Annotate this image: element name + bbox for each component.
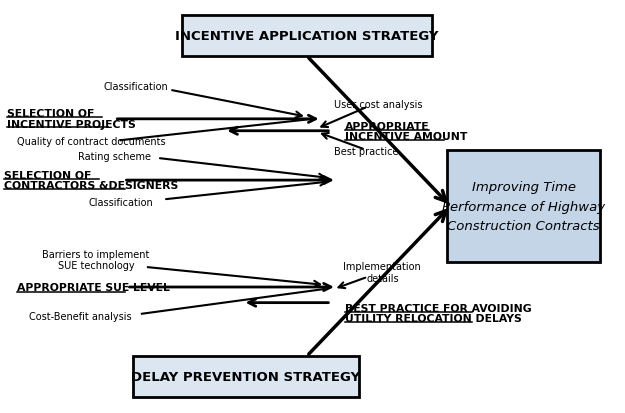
Text: BEST PRACTICE FOR AVOIDING: BEST PRACTICE FOR AVOIDING: [345, 303, 531, 313]
Text: Rating scheme: Rating scheme: [78, 152, 151, 161]
Text: DELAY PREVENTION STRATEGY: DELAY PREVENTION STRATEGY: [131, 370, 360, 383]
FancyBboxPatch shape: [132, 356, 359, 397]
FancyBboxPatch shape: [448, 151, 600, 262]
Text: Improving Time
Performance of Highway
Construction Contracts: Improving Time Performance of Highway Co…: [442, 181, 605, 232]
Text: Best practice: Best practice: [334, 147, 399, 157]
Text: Quality of contract documents: Quality of contract documents: [17, 137, 165, 147]
Text: Cost-Benefit analysis: Cost-Benefit analysis: [29, 311, 132, 321]
Text: INCENTIVE AMOUNT: INCENTIVE AMOUNT: [345, 132, 467, 142]
Text: INCENTIVE PROJECTS: INCENTIVE PROJECTS: [8, 119, 136, 129]
Text: SELECTION OF: SELECTION OF: [4, 171, 92, 181]
Text: APPROPRIATE: APPROPRIATE: [345, 121, 429, 131]
FancyBboxPatch shape: [182, 16, 432, 57]
Text: Barriers to implement
SUE technology: Barriers to implement SUE technology: [42, 249, 150, 271]
Text: Classification: Classification: [103, 81, 168, 91]
Text: Implementation
details: Implementation details: [344, 261, 421, 283]
Text: UTILITY RELOCATION DELAYS: UTILITY RELOCATION DELAYS: [345, 313, 521, 323]
Text: Classification: Classification: [88, 197, 153, 207]
Text: CONTRACTORS &DESIGNERS: CONTRACTORS &DESIGNERS: [4, 181, 179, 191]
Text: User cost analysis: User cost analysis: [334, 100, 423, 110]
Text: SELECTION OF: SELECTION OF: [8, 109, 95, 119]
Text: APPROPRIATE SUE LEVEL: APPROPRIATE SUE LEVEL: [17, 282, 169, 292]
Text: INCENTIVE APPLICATION STRATEGY: INCENTIVE APPLICATION STRATEGY: [175, 30, 439, 43]
